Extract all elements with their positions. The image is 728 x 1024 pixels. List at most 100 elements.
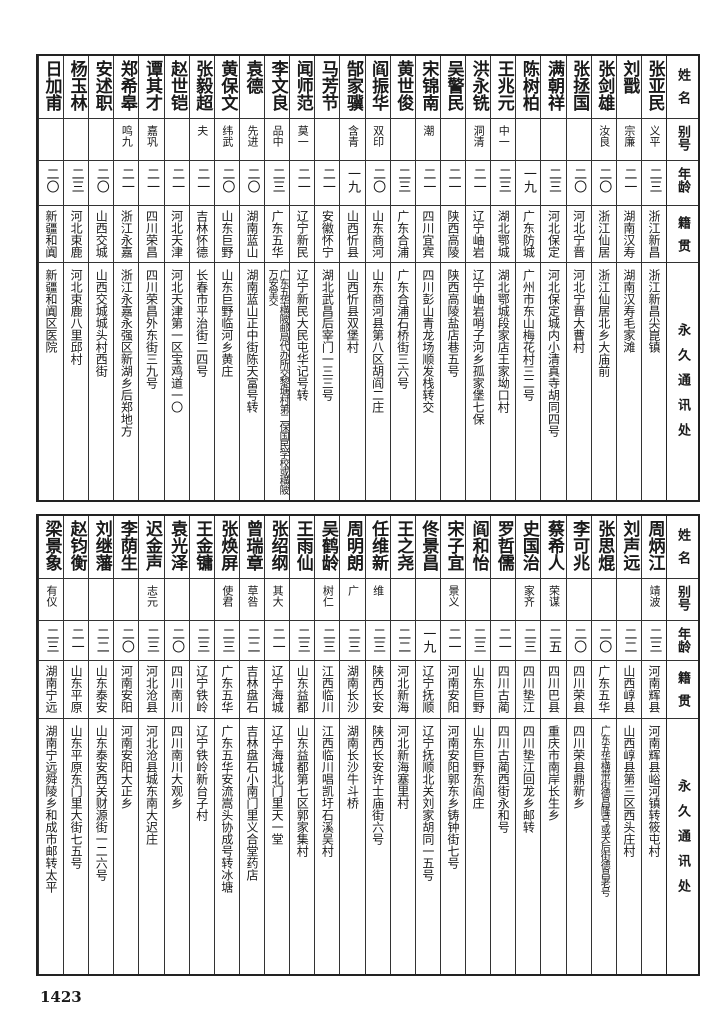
age-cell: 二一 [164,161,189,206]
person-address: 湖北鄂城段家店王家坳口村 [496,269,511,413]
person-name: 王兆元 [493,60,514,111]
person-native: 广东防城 [521,210,536,258]
age-cell: 一九 [415,621,440,661]
native-cell: 山东巨野 [214,206,239,263]
address-cell: 广东五华安流嵩头协成号转冰塘 [215,719,239,974]
person-age: 二三 [495,167,511,193]
address-cell: 河南辉县峪河镇转筱屯村 [642,719,666,974]
alias-cell [566,579,591,621]
person-record: 张剑雄 汝良 二〇 浙江仙居 浙江仙居北乡大庙前 [590,56,616,500]
person-alias: 其大 [271,585,285,607]
header-column: 姓名 别号 年龄 籍贯 永久通讯处 [666,516,698,974]
person-native: 四川荣昌 [144,210,159,258]
native-cell: 辽宁新民 [290,206,315,263]
person-record: 袁光泽 二〇 四川南川 四川南川大观乡 [163,516,189,974]
alias-cell [491,579,516,621]
person-native: 四川巴县 [546,665,561,713]
age-cell: 二三 [214,621,239,661]
page-number: 1423 [40,988,82,1006]
alias-cell: 家齐 [516,579,541,621]
person-name: 李荫生 [116,520,137,571]
name-cell: 蔡希人 [541,516,566,579]
name-cell: 任维新 [365,516,390,579]
person-native: 陕西长安 [370,665,385,713]
native-cell: 河北保定 [541,206,566,263]
person-address: 山东巨野东阎庄 [471,725,486,809]
person-name: 满朝祥 [544,60,565,111]
person-name: 李文良 [267,60,288,111]
alias-cell [616,579,641,621]
address-cell: 辽宁铁岭新台子村 [190,719,214,974]
age-cell: 二一 [491,621,516,661]
native-cell: 广东五华 [265,206,290,263]
header-label-native: 籍贯 [675,216,691,262]
native-cell: 山西崞县 [616,661,641,719]
address-cell: 河南安阳郭东乡铸钟街七号 [441,719,465,974]
person-name: 王金镛 [192,520,213,571]
person-address: 四川荣县鼎新乡 [571,725,586,809]
person-address: 重庆市南岸长生乡 [546,725,561,821]
person-age: 二三 [370,627,386,653]
name-cell: 张剑雄 [591,56,616,119]
address-cell: 长春市平治街二四号 [190,263,214,500]
native-cell: 吉林怀德 [189,206,214,263]
person-record: 佟景昌 一九 辽宁抚顺 辽宁抚顺北关刘家胡同一五号 [414,516,440,974]
native-cell: 四川荣昌 [139,206,164,263]
header-cell-native: 籍贯 [667,661,698,719]
person-age: 二〇 [93,167,109,193]
person-record: 张焕屏 使君 二三 广东五华 广东五华安流嵩头协成号转冰塘 [213,516,239,974]
person-age: 一九 [345,167,361,193]
native-cell: 湖北鄂城 [491,206,516,263]
person-name: 李可兆 [569,520,590,571]
alias-cell [89,579,114,621]
person-age: 二一 [319,167,335,193]
person-name: 张剑雄 [594,60,615,111]
name-cell: 张绍纲 [265,516,290,579]
address-cell: 山东巨野临河乡黄庄 [215,263,239,500]
header-column: 姓名 别号 年龄 籍贯 永久通讯处 [666,56,698,500]
person-age: 一九 [520,167,536,193]
name-cell: 王金镛 [189,516,214,579]
name-cell: 佟景昌 [415,516,440,579]
person-address: 河北束鹿八里邱村 [69,269,84,365]
person-name: 罗哲儒 [493,520,514,571]
person-age: 二一 [169,167,185,193]
person-record: 刘戬 宗廉 二一 湖南汉寿 湖南汉寿毛家滩 [615,56,641,500]
age-cell: 二〇 [114,621,139,661]
person-record: 张毅超夫二一 吉林怀德 长春市平治街二四号 [188,56,214,500]
age-cell: 二三 [139,621,164,661]
person-address: 河北新海塞里村 [395,725,410,809]
native-cell: 辽宁海城 [265,661,290,719]
person-name: 赵钧衡 [66,520,87,571]
name-cell: 满朝祥 [541,56,566,119]
address-cell: 山西崞县第三区西头庄村 [617,719,641,974]
person-age: 二〇 [43,167,59,193]
address-cell: 山西交城城头村西街 [89,263,113,500]
person-age: 二一 [194,167,210,193]
person-alias: 广 [346,585,360,596]
person-age: 二一 [144,167,160,193]
name-cell: 张亚民 [641,56,667,119]
person-record: 王之尧 二二 河北新海 河北新海塞里村 [389,516,415,974]
alias-cell [541,119,566,161]
person-record: 满朝祥 二三 河北保定 河北保定城内小清真寺胡同四号 [540,56,566,500]
header-cell-alias: 别号 [667,579,698,621]
person-address: 辽宁岫岩哨子河乡孤家堡七保 [471,269,486,425]
native-cell: 安徽怀宁 [315,206,340,263]
person-record: 刘声远 二二 山西崞县 山西崞县第三区西头庄村 [615,516,641,974]
person-native: 山东泰安 [94,665,109,713]
person-name: 安述职 [91,60,112,111]
address-cell: 河北新海塞里村 [391,719,415,974]
age-cell: 二三 [491,161,516,206]
person-name: 刘声远 [619,520,640,571]
age-cell: 二〇 [239,161,265,206]
alias-cell: 夫 [189,119,214,161]
name-cell: 罗哲儒 [491,516,516,579]
person-name: 杨玉林 [66,60,87,111]
native-cell: 广东合浦 [390,206,415,263]
address-cell: 广东合浦石桥街三六号 [391,263,415,500]
name-cell: 阎和怡 [466,516,491,579]
person-address: 四川南川大观乡 [169,725,184,809]
person-name: 郜家骥 [343,60,364,111]
person-record: 罗哲儒 二一 四川古蔺 四川古蔺西街永和号 [490,516,516,974]
